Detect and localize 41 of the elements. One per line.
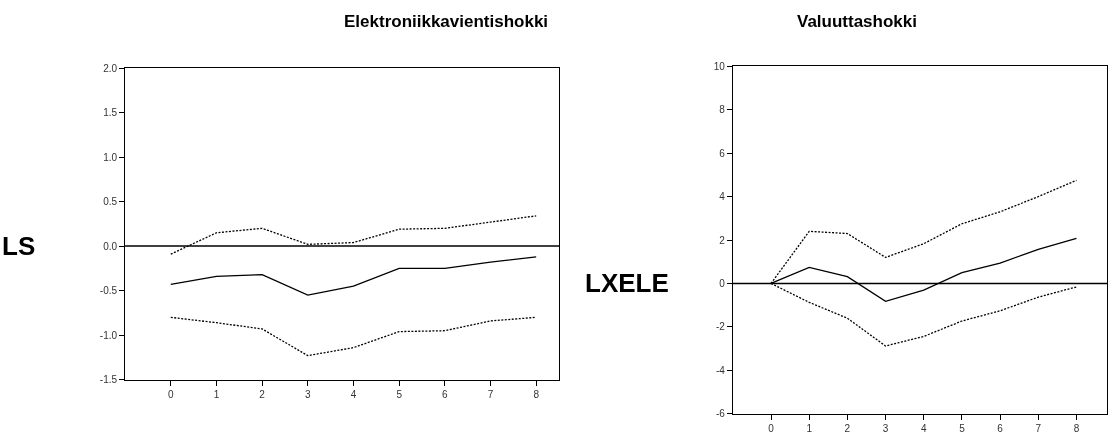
x-tick-label: 3: [882, 422, 889, 434]
x-tick-label: 2: [844, 422, 851, 434]
x-tick-label: 4: [350, 388, 357, 400]
y-tick-label: -2: [715, 321, 726, 333]
chart-title: Valuuttashokki: [797, 12, 917, 31]
line-series: [170, 316, 537, 357]
y-tick-label: 10: [713, 60, 726, 72]
x-tick-label: 3: [305, 388, 312, 400]
x-tick-label: 1: [213, 388, 220, 400]
y-axis-title: LXELE: [585, 268, 669, 298]
y-tick-label: -0.5: [99, 285, 118, 297]
x-tick-label: 1: [806, 422, 813, 434]
x-tick-label: 5: [959, 422, 966, 434]
chart-title: Elektroniikkavientishokki: [344, 12, 549, 31]
y-tick-label: -1.0: [99, 329, 118, 341]
x-tick-label: 2: [259, 388, 266, 400]
line-series: [170, 256, 537, 296]
x-tick-label: 6: [442, 388, 449, 400]
x-tick-label: 5: [396, 388, 403, 400]
y-tick-label: 8: [719, 104, 726, 116]
x-tick-label: 0: [167, 388, 174, 400]
x-tick-label: 8: [533, 388, 540, 400]
x-tick-label: 8: [1073, 422, 1080, 434]
y-tick-label: 0.5: [103, 196, 118, 208]
y-tick-label: -1.5: [99, 374, 118, 386]
x-tick-label: 4: [920, 422, 927, 434]
y-axis-title: LS: [2, 231, 36, 261]
y-tick-label: -4: [715, 364, 726, 376]
x-tick-label: 7: [487, 388, 494, 400]
x-tick-label: 7: [1035, 422, 1042, 434]
y-tick-label: 4: [719, 191, 726, 203]
y-tick-label: 1.0: [103, 151, 118, 163]
y-tick-label: 2.0: [103, 62, 118, 74]
x-tick-label: 0: [768, 422, 775, 434]
y-tick-label: 0: [719, 277, 726, 289]
x-tick-label: 6: [997, 422, 1004, 434]
y-tick-label: 6: [719, 147, 726, 159]
y-tick-label: 2: [719, 234, 726, 246]
y-tick-label: 1.5: [103, 107, 118, 119]
y-tick-label: -6: [715, 408, 726, 420]
y-tick-label: 0.0: [103, 240, 118, 252]
